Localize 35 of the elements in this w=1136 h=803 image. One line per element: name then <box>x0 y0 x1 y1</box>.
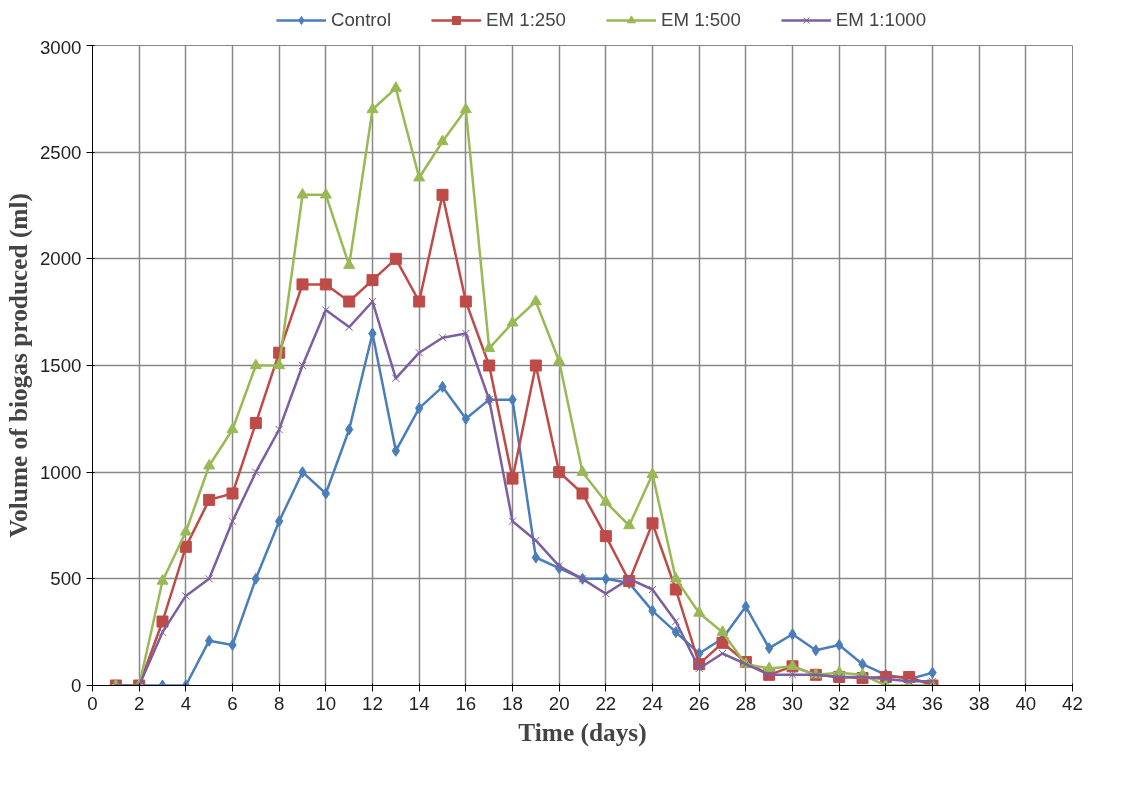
x-tick-label: 10 <box>315 692 337 714</box>
x-tick-label: 4 <box>180 692 192 714</box>
x-tick-label: 8 <box>273 692 285 714</box>
y-tick-label: 0 <box>71 675 82 696</box>
y-tick-label: 500 <box>50 568 82 590</box>
x-tick-label: 16 <box>455 692 477 714</box>
x-tick-label: 28 <box>735 692 757 714</box>
legend-label: EM 1:250 <box>486 9 566 31</box>
x-tick-label: 42 <box>1062 692 1083 714</box>
x-tick-label: 0 <box>87 692 98 714</box>
x-tick-label: 32 <box>828 692 850 714</box>
x-tick-label: 2 <box>133 692 145 714</box>
x-tick-label: 36 <box>922 692 943 714</box>
y-tick-label: 1000 <box>40 461 82 483</box>
legend-label: Control <box>330 9 392 31</box>
x-tick-label: 30 <box>782 692 803 714</box>
x-tick-label: 34 <box>875 692 897 714</box>
y-tick-label: 2500 <box>40 141 82 163</box>
x-tick-label: 6 <box>227 692 238 714</box>
x-tick-label: 26 <box>688 692 710 714</box>
x-tick-label: 40 <box>1015 692 1037 714</box>
y-tick-label: 3000 <box>40 36 82 58</box>
x-tick-label: 24 <box>642 692 663 714</box>
x-axis-title: Time (days) <box>518 717 647 747</box>
x-tick-label: 20 <box>548 692 570 714</box>
legend-label: EM 1:1000 <box>835 9 927 31</box>
x-tick-label: 14 <box>408 692 430 714</box>
y-axis-title: Volume of biogas produced (ml) <box>4 193 33 538</box>
y-tick-label: 1500 <box>40 355 82 376</box>
x-tick-label: 12 <box>362 692 383 714</box>
x-tick-label: 18 <box>502 692 523 714</box>
legend-label: EM 1:500 <box>660 9 741 31</box>
x-tick-label: 22 <box>595 692 617 714</box>
x-tick-label: 38 <box>968 692 990 714</box>
y-tick-label: 2000 <box>40 248 82 270</box>
